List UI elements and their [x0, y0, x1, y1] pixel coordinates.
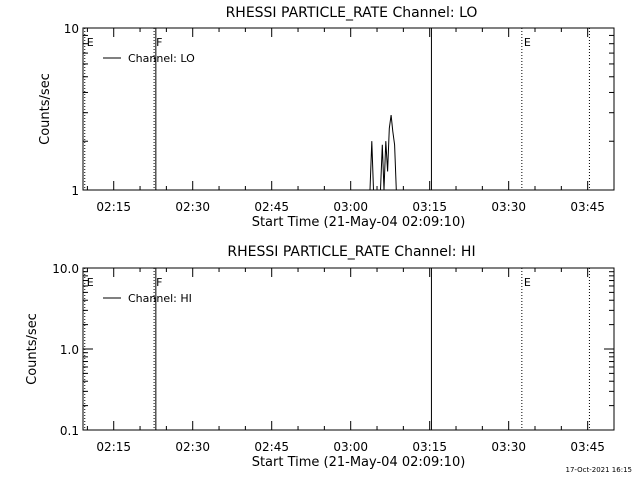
chart-panel-1: RHESSI PARTICLE_RATE Channel: LO 1 10 02:15… [38, 5, 615, 230]
y-tick-label: 10.0 [52, 262, 79, 276]
x-tick-label: 03:30 [491, 440, 526, 454]
event-marker-label: E [87, 36, 94, 49]
x-tick-label: 03:45 [570, 440, 605, 454]
x-tick-label: 03:00 [333, 200, 368, 214]
footer-timestamp: 17-Oct-2021 16:15 [565, 466, 632, 474]
chart-title: RHESSI PARTICLE_RATE Channel: HI [227, 244, 475, 260]
event-marker-label: E [524, 36, 531, 49]
x-tick-label: 02:45 [254, 440, 289, 454]
x-tick-label: 03:00 [333, 440, 368, 454]
x-axis-label: Start Time (21-May-04 02:09:10) [252, 215, 466, 230]
x-tick-label: 03:15 [412, 440, 447, 454]
x-tick-label: 02:15 [96, 200, 131, 214]
chart-title: RHESSI PARTICLE_RATE Channel: LO [226, 5, 478, 21]
x-tick-label: 03:45 [570, 200, 605, 214]
y-axis-label: Counts/sec [25, 313, 40, 385]
y-tick-label: 0.1 [60, 424, 79, 438]
chart-panel-2: RHESSI PARTICLE_RATE Channel: HI 0.1 1.0 10… [25, 244, 615, 470]
y-axis-label: Counts/sec [38, 73, 53, 145]
event-marker-label: F [156, 276, 162, 289]
x-tick-label: 03:30 [491, 200, 526, 214]
y-tick-label: 1 [71, 184, 79, 198]
x-tick-label: 02:45 [254, 200, 289, 214]
legend-label: Channel: LO [128, 52, 195, 65]
event-marker-label: F [156, 36, 162, 49]
x-axis-label: Start Time (21-May-04 02:09:10) [252, 455, 466, 470]
y-tick-label: 10 [64, 22, 79, 36]
x-tick-label: 02:30 [175, 200, 210, 214]
x-tick-label: 02:30 [175, 440, 210, 454]
x-tick-label: 02:15 [96, 440, 131, 454]
x-tick-label: 03:15 [412, 200, 447, 214]
event-marker-label: E [87, 276, 94, 289]
series-line [369, 115, 397, 191]
plot-frame [82, 27, 615, 191]
event-marker-label: E [524, 276, 531, 289]
y-tick-label: 1.0 [60, 343, 79, 357]
legend-label: Channel: HI [128, 292, 192, 305]
